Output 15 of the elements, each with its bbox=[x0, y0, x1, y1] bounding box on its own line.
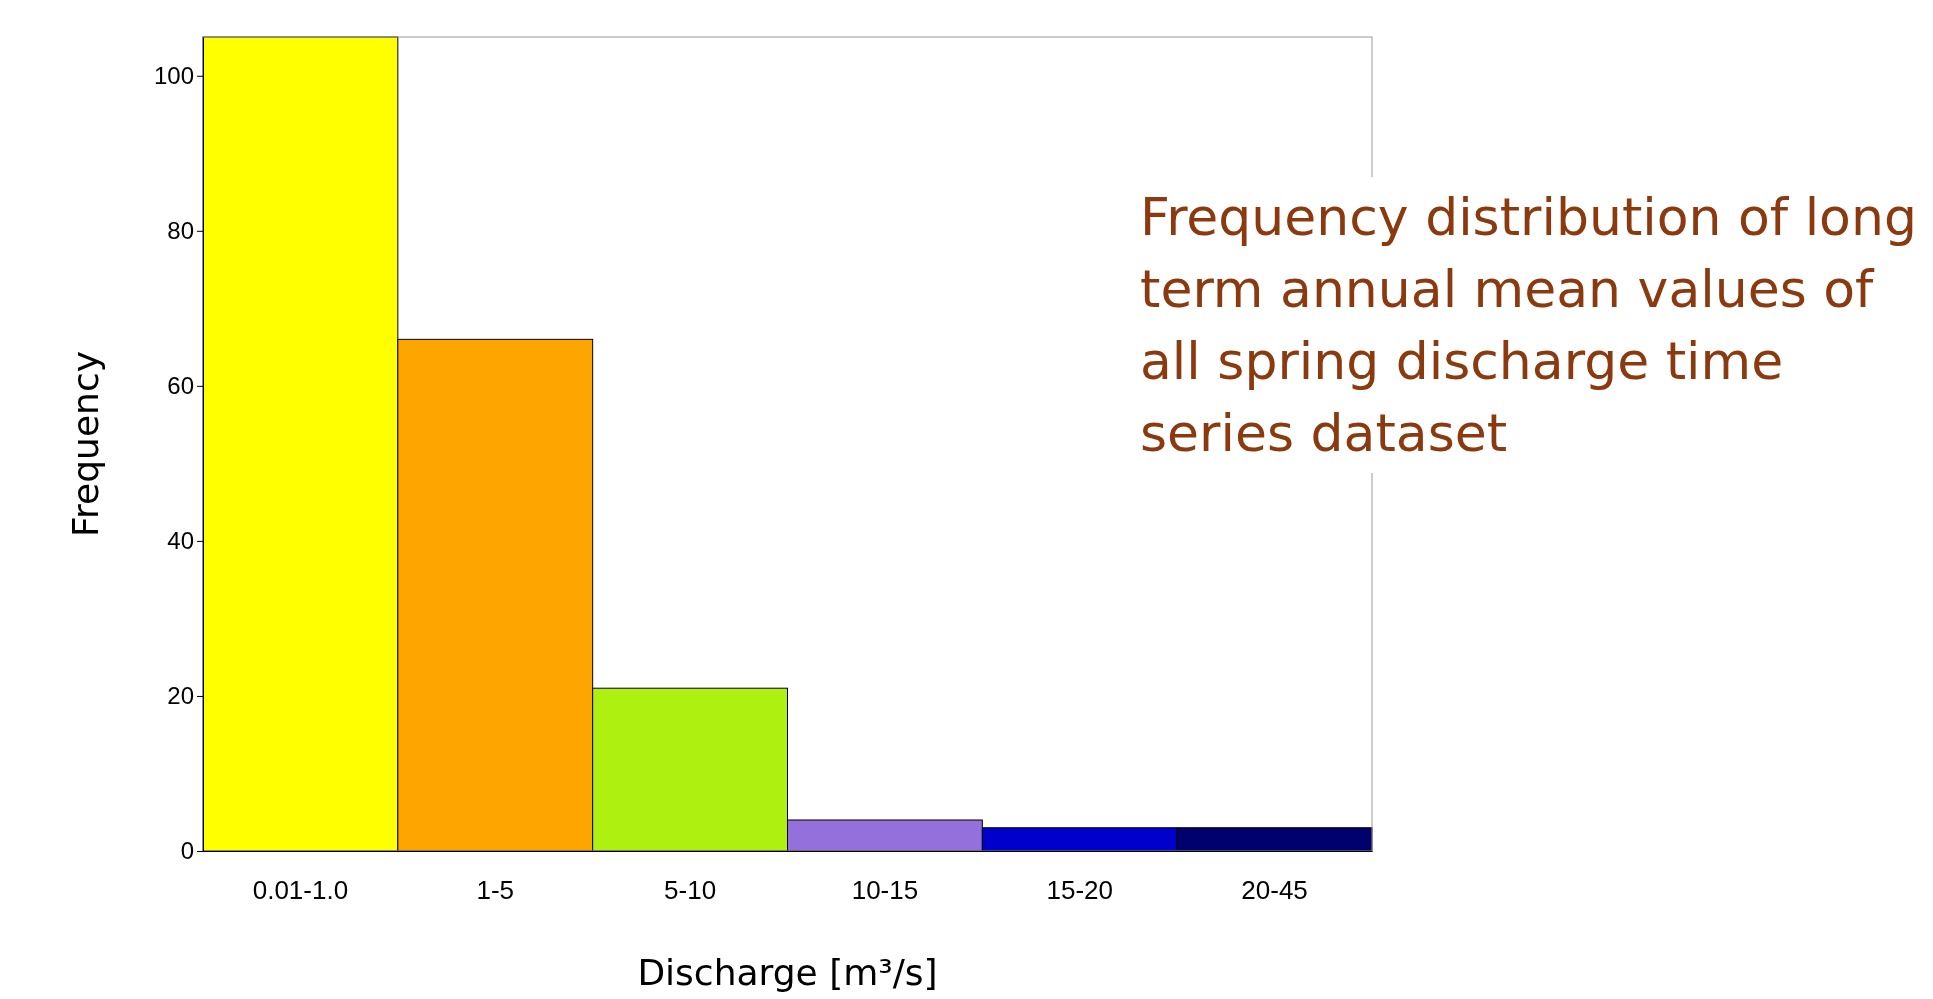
x-axis-title: Discharge [m³/s] bbox=[637, 952, 938, 993]
y-tick-label: 100 bbox=[153, 61, 194, 89]
x-tick-label: 10-15 bbox=[851, 875, 919, 906]
y-tick-label: 40 bbox=[167, 527, 194, 555]
x-tick-label: 0.01-1.0 bbox=[252, 875, 349, 906]
x-tick-label: 5-10 bbox=[664, 875, 717, 906]
x-tick-label: 15-20 bbox=[1046, 875, 1113, 906]
y-tick-label: 20 bbox=[167, 682, 194, 710]
y-tick-label: 0 bbox=[180, 837, 194, 865]
y-tick-label: 60 bbox=[167, 372, 194, 400]
x-tick-label: 1-5 bbox=[476, 875, 515, 906]
y-axis-title: Frequency bbox=[65, 351, 106, 537]
y-tick-label: 80 bbox=[167, 216, 194, 244]
text: Frequency distribution of long term annual mean values of all spring discharge time series dataset bbox=[1140, 187, 1917, 463]
x-tick-label: 20-45 bbox=[1241, 875, 1308, 906]
